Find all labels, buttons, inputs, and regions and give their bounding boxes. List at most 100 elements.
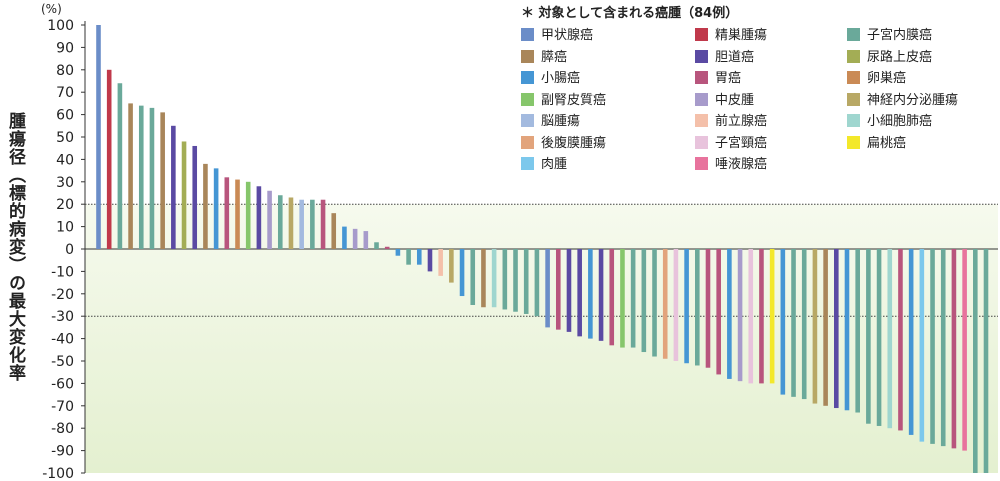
bar (138, 105, 144, 249)
y-tick-label: -60 (51, 376, 74, 392)
legend-label: 胃癌 (715, 71, 742, 86)
legend-swatch (521, 157, 534, 170)
legend-label: 膵癌 (541, 49, 568, 65)
legend-item: 胃癌 (695, 69, 741, 89)
legend-swatch (521, 28, 534, 41)
legend-swatch (695, 71, 708, 84)
y-tick-label: 60 (56, 108, 74, 124)
bar (427, 249, 433, 272)
bar (192, 145, 198, 249)
bar (577, 249, 582, 337)
bar (491, 249, 497, 308)
bar (459, 249, 465, 297)
bar (245, 181, 251, 249)
legend-item: 小細胞肺癌 (847, 112, 932, 132)
legend-swatch (695, 157, 708, 170)
legend-label: 中皮腫 (715, 92, 755, 108)
bar (855, 249, 860, 413)
legend-item: 精巣腫瘍 (695, 26, 767, 46)
bar (96, 25, 101, 249)
bar (235, 179, 240, 249)
bar (555, 249, 561, 330)
bar (780, 249, 786, 395)
legend-label: 唾液腺癌 (715, 157, 768, 172)
legend-item: 膵癌 (521, 48, 567, 68)
legend: 甲状腺癌 精巣腫瘍 子宮内膜癌 膵癌 胆道癌 尿路上皮癌 小腸癌 胃癌 卵巣癌 副腎皮質癌 中皮腫 神… (521, 26, 999, 176)
legend-item: 胆道癌 (695, 48, 754, 68)
bar (908, 249, 914, 435)
legend-swatch (695, 49, 708, 63)
legend-swatch (521, 135, 534, 149)
bar (363, 231, 369, 249)
bar (438, 249, 443, 276)
bar (299, 199, 304, 249)
bar (449, 249, 454, 283)
bar (320, 199, 326, 249)
legend-swatch (521, 49, 534, 63)
bar (769, 249, 775, 384)
y-tick-label: 80 (56, 63, 74, 79)
bar (737, 249, 743, 382)
bar (513, 249, 518, 312)
bar (545, 249, 550, 328)
y-tick-label: 10 (56, 220, 74, 236)
bar (502, 249, 508, 310)
bar (171, 125, 176, 249)
bar (759, 249, 764, 384)
legend-label: 子宮内膜癌 (867, 28, 933, 43)
legend-swatch (521, 114, 534, 127)
legend-swatch (695, 92, 708, 106)
bar (267, 190, 272, 249)
bar (801, 249, 807, 400)
bar (684, 249, 689, 364)
legend-item: 後腹膜腫瘍 (521, 134, 606, 154)
bar (374, 242, 379, 249)
y-tick-label: -20 (51, 287, 74, 303)
plot-background (85, 204, 998, 473)
bar (695, 249, 700, 366)
legend-swatch (847, 135, 860, 149)
bar (117, 83, 123, 250)
legend-label: 胆道癌 (715, 49, 755, 65)
bar (470, 249, 476, 305)
legend-item: 肉腫 (521, 155, 567, 175)
legend-swatch (695, 28, 708, 41)
bar (224, 177, 230, 249)
bar (481, 249, 486, 308)
bar (620, 249, 625, 348)
legend-swatch (847, 71, 860, 84)
bar (534, 249, 540, 317)
y-tick-label: 0 (65, 242, 74, 258)
bar (384, 246, 390, 249)
legend-label: 卵巣癌 (867, 71, 907, 86)
bar (866, 249, 871, 424)
y-axis-label: 腫瘍径（標的病変）の最大変化率 (5, 112, 25, 382)
bar (973, 249, 978, 473)
bar (310, 199, 315, 249)
bar (277, 195, 283, 249)
bar (609, 249, 615, 346)
bar (812, 249, 818, 404)
bar (181, 141, 187, 249)
bar (919, 249, 925, 442)
y-tick-label: -40 (51, 332, 74, 348)
legend-item: 尿路上皮癌 (847, 48, 932, 68)
bar (598, 249, 604, 341)
bar (887, 249, 893, 429)
bar (256, 186, 262, 249)
legend-label: 尿路上皮癌 (867, 49, 933, 65)
legend-swatch (521, 92, 534, 106)
legend-item: 唾液腺癌 (695, 155, 767, 175)
y-tick-label: -10 (51, 264, 74, 280)
y-tick-label: -80 (51, 421, 74, 437)
bar (630, 249, 636, 348)
y-tick-label: 70 (56, 85, 74, 101)
y-tick-label: -70 (51, 399, 74, 415)
legend-label: 小腸癌 (541, 71, 581, 86)
legend-label: 扁桃癌 (867, 135, 907, 151)
legend-item: 小腸癌 (521, 69, 580, 89)
bar (331, 213, 337, 249)
legend-label: 後腹膜腫瘍 (541, 135, 607, 151)
